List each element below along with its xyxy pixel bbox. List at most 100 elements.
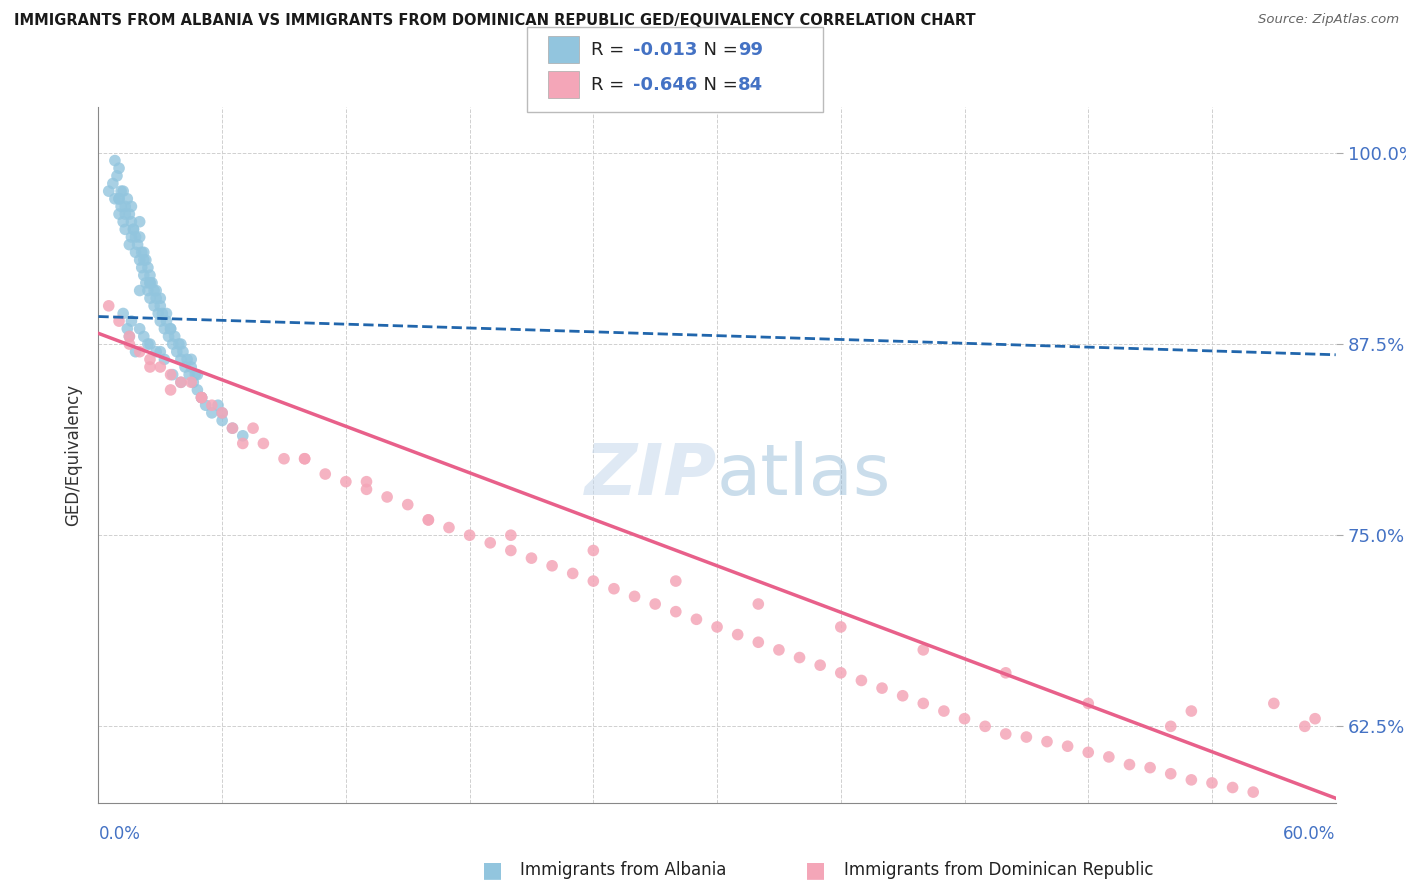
Point (108, 314, 131, 328)
Point (1160, 719, 1182, 733)
Point (314, 467, 336, 481)
Point (110, 184, 132, 198)
Point (162, 368, 184, 382)
Point (194, 398, 217, 412)
Text: 99: 99 (738, 41, 763, 59)
Point (211, 413, 233, 427)
Point (128, 252, 150, 267)
Point (120, 314, 142, 328)
Point (149, 299, 172, 313)
Point (851, 673, 873, 688)
Point (1180, 704, 1202, 718)
Point (170, 376, 193, 390)
Point (117, 322, 139, 336)
Point (1077, 697, 1099, 711)
Point (145, 344, 167, 359)
Text: -0.013: -0.013 (633, 41, 697, 59)
Point (166, 344, 188, 359)
Point (520, 551, 543, 566)
Point (170, 352, 193, 367)
Point (768, 643, 790, 657)
Point (162, 337, 184, 351)
Point (190, 391, 212, 405)
Point (149, 314, 172, 328)
Text: R =: R = (591, 76, 630, 94)
Point (176, 352, 198, 367)
Point (375, 490, 398, 504)
Point (232, 436, 254, 450)
Point (974, 719, 997, 733)
Point (155, 314, 177, 328)
Point (582, 574, 605, 588)
Text: N =: N = (692, 41, 744, 59)
Point (112, 215, 135, 229)
Point (1180, 772, 1202, 787)
Point (149, 359, 172, 374)
Point (105, 169, 128, 183)
Point (232, 429, 254, 443)
Point (644, 597, 666, 611)
Point (912, 643, 935, 657)
Point (136, 284, 159, 298)
Point (139, 359, 162, 374)
Point (808, 658, 831, 673)
Point (953, 712, 976, 726)
Point (155, 306, 177, 320)
Point (170, 337, 193, 351)
Point (179, 368, 201, 382)
Text: R =: R = (591, 41, 630, 59)
Point (139, 268, 162, 283)
Point (994, 727, 1017, 741)
Point (108, 161, 131, 176)
Point (124, 344, 146, 359)
Point (112, 184, 135, 198)
Text: Source: ZipAtlas.com: Source: ZipAtlas.com (1258, 13, 1399, 27)
Point (221, 421, 243, 435)
Text: 0.0%: 0.0% (98, 825, 141, 843)
Point (665, 574, 688, 588)
Point (437, 520, 460, 534)
Point (132, 268, 155, 283)
Text: Immigrants from Albania: Immigrants from Albania (520, 861, 727, 879)
Point (1118, 757, 1140, 772)
Point (124, 245, 146, 260)
Y-axis label: GED/Equivalency: GED/Equivalency (65, 384, 83, 526)
Point (159, 383, 181, 397)
Point (623, 590, 645, 604)
Point (396, 498, 419, 512)
Point (153, 352, 176, 367)
Point (747, 597, 769, 611)
Point (128, 230, 150, 244)
Point (242, 421, 264, 435)
Point (145, 291, 167, 305)
Point (163, 329, 186, 343)
Point (120, 199, 142, 213)
Point (294, 451, 316, 466)
Point (499, 528, 522, 542)
Point (747, 635, 769, 649)
Point (932, 704, 955, 718)
Point (143, 299, 166, 313)
Point (131, 245, 153, 260)
Point (665, 605, 688, 619)
Point (994, 665, 1017, 680)
Point (170, 376, 193, 390)
Point (104, 192, 127, 206)
Point (108, 192, 131, 206)
Point (561, 566, 583, 581)
Text: 60.0%: 60.0% (1284, 825, 1336, 843)
Point (118, 329, 141, 343)
Text: ■: ■ (482, 860, 502, 880)
Point (186, 368, 208, 382)
Text: atlas: atlas (717, 442, 891, 510)
Point (101, 177, 124, 191)
Point (128, 215, 150, 229)
Point (139, 352, 162, 367)
Point (157, 329, 180, 343)
Point (172, 344, 194, 359)
Text: 84: 84 (738, 76, 763, 94)
Point (135, 252, 157, 267)
Point (114, 222, 136, 236)
Point (830, 665, 852, 680)
Text: N =: N = (692, 76, 744, 94)
